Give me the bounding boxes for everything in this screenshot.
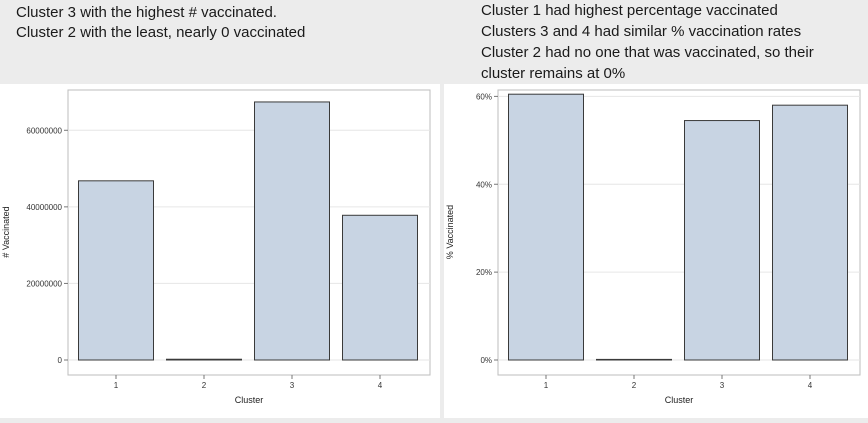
annotation-right-line: Cluster 2 had no one that was vaccinated… bbox=[481, 44, 814, 61]
x-tick-label: 1 bbox=[544, 381, 549, 390]
bar-chart-percent-vaccinated: 0% 20% 40% 60% 1 2 3 4 Cluster % Vaccinated bbox=[445, 89, 861, 405]
bar-cluster-1 bbox=[78, 180, 154, 361]
annotation-left: Cluster 3 with the highest # vaccinated.… bbox=[16, 3, 305, 43]
x-tick-label: 4 bbox=[808, 381, 813, 390]
bar-cluster-4 bbox=[342, 214, 418, 361]
annotation-right-line: Clusters 3 and 4 had similar % vaccinati… bbox=[481, 23, 802, 40]
x-tick-label: 3 bbox=[720, 381, 725, 390]
y-tick-label: 20% bbox=[476, 268, 492, 277]
x-tick-label: 4 bbox=[378, 381, 383, 390]
annotation-left-line: Cluster 3 with the highest # vaccinated. bbox=[16, 4, 277, 21]
annotation-right-line: Cluster 1 had highest percentage vaccina… bbox=[481, 2, 778, 19]
x-tick-label: 3 bbox=[290, 381, 295, 390]
annotation-left-line: Cluster 2 with the least, nearly 0 vacci… bbox=[16, 24, 306, 41]
bar-cluster-2 bbox=[596, 358, 672, 361]
bar-cluster-2 bbox=[166, 358, 242, 361]
bar-cluster-1 bbox=[508, 93, 584, 361]
y-tick-label: 40% bbox=[476, 180, 492, 189]
bar-chart-count-vaccinated: 0 20000000 40000000 60000000 1 2 3 4 Cluster # Va… bbox=[1, 89, 431, 405]
y-tick-label: 60% bbox=[476, 92, 492, 101]
y-axis-label: % Vaccinated bbox=[445, 205, 455, 259]
y-tick-label: 0% bbox=[480, 356, 492, 365]
x-axis-label: Cluster bbox=[665, 395, 694, 405]
y-tick-label: 60000000 bbox=[26, 126, 62, 135]
annotation-right-line: cluster remains at 0% bbox=[481, 65, 626, 82]
y-tick-label: 20000000 bbox=[26, 279, 62, 288]
bar-cluster-3 bbox=[254, 101, 330, 361]
chart-panel-count: 0 20000000 40000000 60000000 1 2 3 4 Cluster # Va… bbox=[0, 84, 440, 418]
y-axis-label: # Vaccinated bbox=[1, 206, 11, 257]
x-tick-label: 2 bbox=[202, 381, 207, 390]
x-tick-label: 2 bbox=[632, 381, 637, 390]
y-tick-label: 40000000 bbox=[26, 203, 62, 212]
x-axis-label: Cluster bbox=[235, 395, 264, 405]
annotation-right: Cluster 1 had highest percentage vaccina… bbox=[481, 0, 814, 84]
bar-cluster-4 bbox=[772, 104, 848, 361]
bar-cluster-3 bbox=[684, 120, 760, 361]
x-tick-label: 1 bbox=[114, 381, 119, 390]
chart-panel-percent: 0% 20% 40% 60% 1 2 3 4 Cluster % Vaccinated bbox=[444, 84, 868, 418]
y-tick-label: 0 bbox=[58, 356, 63, 365]
